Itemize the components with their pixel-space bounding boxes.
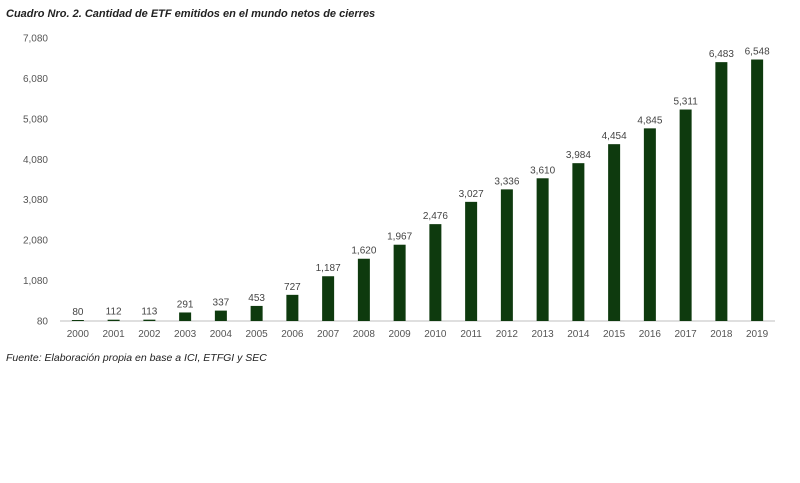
bar-2014 (572, 163, 585, 321)
data-label: 453 (248, 293, 265, 304)
x-tick-label: 2005 (246, 329, 269, 340)
x-tick-label: 2016 (639, 329, 662, 340)
x-tick-label: 2014 (567, 329, 590, 340)
y-tick-label: 3,080 (23, 195, 48, 206)
bar-2003 (179, 312, 192, 321)
bar-2017 (679, 109, 692, 321)
bar-2010 (429, 224, 442, 321)
bar-2018 (715, 62, 728, 321)
x-tick-label: 2010 (424, 329, 447, 340)
data-label: 1,967 (387, 232, 412, 243)
bar-2013 (536, 178, 549, 321)
bar-2008 (357, 258, 370, 321)
bar-2012 (500, 189, 513, 321)
x-tick-label: 2012 (496, 329, 519, 340)
bar-2019 (751, 59, 764, 322)
x-tick-label: 2018 (710, 329, 733, 340)
x-tick-label: 2002 (138, 329, 161, 340)
bar-2006 (286, 294, 299, 321)
data-label: 112 (106, 307, 122, 318)
bar-2007 (322, 276, 335, 321)
bar-2001 (107, 319, 120, 321)
data-label: 4,845 (637, 115, 662, 126)
y-tick-label: 4,080 (23, 155, 48, 166)
data-label: 3,984 (566, 150, 591, 161)
bar-2015 (608, 144, 621, 321)
x-tick-label: 2004 (210, 329, 233, 340)
x-tick-label: 2008 (353, 329, 376, 340)
x-tick-label: 2006 (281, 329, 304, 340)
data-label: 1,620 (351, 246, 376, 257)
data-label: 291 (177, 299, 194, 310)
x-tick-label: 2019 (746, 329, 769, 340)
source-note: Fuente: Elaboración propia en base a ICI… (6, 352, 267, 364)
data-label: 80 (72, 307, 84, 318)
x-tick-label: 2011 (460, 329, 482, 340)
x-tick-label: 2017 (675, 329, 698, 340)
data-label: 5,311 (673, 97, 698, 108)
bar-2004 (214, 310, 227, 321)
data-label: 113 (141, 307, 157, 318)
y-tick-label: 5,080 (23, 114, 48, 125)
bar-2016 (643, 128, 656, 321)
x-tick-label: 2015 (603, 329, 626, 340)
x-tick-label: 2000 (67, 329, 90, 340)
bar-2005 (250, 305, 263, 321)
data-label: 1,187 (316, 263, 341, 274)
data-label: 2,476 (423, 211, 448, 222)
data-label: 3,610 (530, 165, 555, 176)
data-label: 727 (284, 282, 301, 293)
bar-2011 (465, 201, 478, 321)
data-label: 3,027 (459, 189, 484, 200)
bar-2000 (71, 320, 84, 321)
data-label: 6,483 (709, 49, 734, 60)
x-tick-label: 2003 (174, 329, 197, 340)
data-label: 4,454 (602, 131, 627, 142)
data-label: 337 (213, 298, 230, 309)
y-tick-label: 7,080 (23, 34, 48, 45)
bar-2009 (393, 244, 406, 321)
y-tick-label: 1,080 (23, 276, 48, 287)
x-tick-label: 2007 (317, 329, 340, 340)
data-label: 6,548 (745, 47, 770, 58)
x-tick-label: 2013 (532, 329, 555, 340)
bar-2002 (143, 319, 156, 321)
y-tick-label: 2,080 (23, 236, 48, 247)
y-tick-label: 6,080 (23, 74, 48, 85)
chart-title: Cuadro Nro. 2. Cantidad de ETF emitidos … (6, 8, 376, 20)
x-tick-label: 2001 (103, 329, 126, 340)
y-tick-label: 80 (37, 317, 49, 328)
x-tick-label: 2009 (389, 329, 412, 340)
data-label: 3,336 (494, 176, 519, 187)
